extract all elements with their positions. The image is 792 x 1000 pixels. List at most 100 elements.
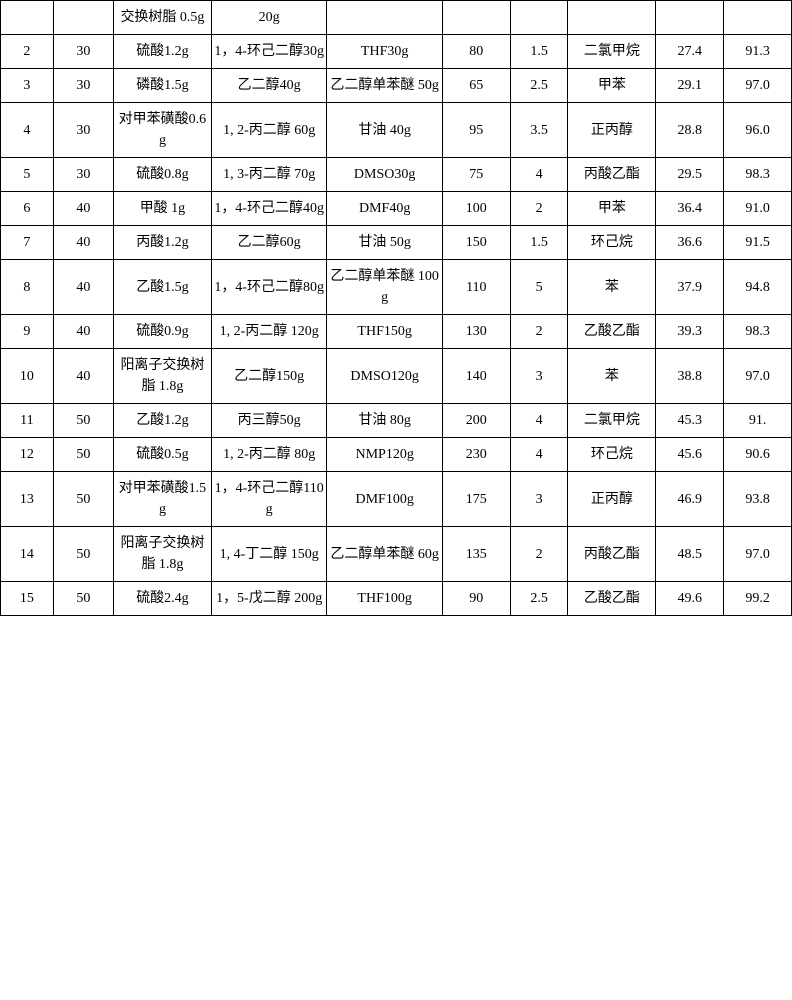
table-cell: 甘油 40g — [327, 103, 443, 158]
table-row: 530硫酸0.8g1, 3-丙二醇 70gDMSO30g754丙酸乙酯29.59… — [1, 158, 792, 192]
table-cell: 1.5 — [510, 226, 568, 260]
table-cell: 20g — [211, 1, 327, 35]
table-cell: DMF100g — [327, 472, 443, 527]
table-cell: 98.3 — [724, 315, 792, 349]
table-cell: 95 — [442, 103, 510, 158]
table-cell: 135 — [442, 527, 510, 582]
table-cell: 甘油 80g — [327, 404, 443, 438]
table-cell: 50 — [53, 582, 113, 616]
table-cell: 29.5 — [656, 158, 724, 192]
table-cell: 38.8 — [656, 349, 724, 404]
table-cell: 对甲苯磺酸0.6g — [113, 103, 211, 158]
table-cell: 37.9 — [656, 260, 724, 315]
table-cell: 乙二醇40g — [211, 69, 327, 103]
table-cell: 乙酸1.2g — [113, 404, 211, 438]
table-cell: 4 — [1, 103, 54, 158]
table-cell: 3 — [510, 349, 568, 404]
table-cell: 4 — [510, 158, 568, 192]
table-cell: 29.1 — [656, 69, 724, 103]
table-cell: 乙二醇60g — [211, 226, 327, 260]
table-cell: 4 — [510, 438, 568, 472]
table-cell: 90 — [442, 582, 510, 616]
table-cell: 乙酸乙酯 — [568, 315, 656, 349]
table-cell: 阳离子交换树脂 1.8g — [113, 527, 211, 582]
table-cell: 110 — [442, 260, 510, 315]
table-cell — [327, 1, 443, 35]
table-cell: 乙二醇150g — [211, 349, 327, 404]
table-cell: 1, 2-丙二醇 120g — [211, 315, 327, 349]
table-cell: 1，4-环己二醇30g — [211, 35, 327, 69]
page-container: 交换树脂 0.5g20g230硫酸1.2g1，4-环己二醇30gTHF30g80… — [0, 0, 792, 616]
table-cell: 39.3 — [656, 315, 724, 349]
table-cell: 乙酸1.5g — [113, 260, 211, 315]
table-cell: 40 — [53, 349, 113, 404]
table-cell: 2 — [510, 527, 568, 582]
table-cell: 11 — [1, 404, 54, 438]
table-cell: 5 — [510, 260, 568, 315]
table-cell: 130 — [442, 315, 510, 349]
table-row: 1450阳离子交换树脂 1.8g1, 4-丁二醇 150g乙二醇单苯醚 60g1… — [1, 527, 792, 582]
table-cell: 91.5 — [724, 226, 792, 260]
table-cell: DMSO120g — [327, 349, 443, 404]
table-cell: 14 — [1, 527, 54, 582]
table-cell: 苯 — [568, 260, 656, 315]
table-cell: 1，5-戊二醇 200g — [211, 582, 327, 616]
table-cell: 9 — [1, 315, 54, 349]
table-row: 1250硫酸0.5g1, 2-丙二醇 80gNMP120g2304环己烷45.6… — [1, 438, 792, 472]
table-cell: 200 — [442, 404, 510, 438]
table-cell: 乙酸乙酯 — [568, 582, 656, 616]
table-row: 1350对甲苯磺酸1.5g1，4-环己二醇110gDMF100g1753正丙醇4… — [1, 472, 792, 527]
table-cell: 1.5 — [510, 35, 568, 69]
table-cell: 对甲苯磺酸1.5g — [113, 472, 211, 527]
table-cell: 2 — [510, 192, 568, 226]
table-cell: 磷酸1.5g — [113, 69, 211, 103]
table-cell: 1，4-环己二醇80g — [211, 260, 327, 315]
table-cell: 甲酸 1g — [113, 192, 211, 226]
table-cell: 30 — [53, 35, 113, 69]
table-cell: 98.3 — [724, 158, 792, 192]
table-cell: 丙酸乙酯 — [568, 158, 656, 192]
table-cell: 94.8 — [724, 260, 792, 315]
table-cell: THF100g — [327, 582, 443, 616]
table-row: 640甲酸 1g1，4-环己二醇40gDMF40g1002甲苯36.491.0 — [1, 192, 792, 226]
table-cell: DMF40g — [327, 192, 443, 226]
table-cell: 硫酸0.5g — [113, 438, 211, 472]
table-cell: 93.8 — [724, 472, 792, 527]
table-cell: 48.5 — [656, 527, 724, 582]
table-cell: 91.3 — [724, 35, 792, 69]
table-cell: 3 — [1, 69, 54, 103]
table-cell: NMP120g — [327, 438, 443, 472]
table-cell — [724, 1, 792, 35]
table-cell: 硫酸0.8g — [113, 158, 211, 192]
table-cell: 150 — [442, 226, 510, 260]
table-cell: 96.0 — [724, 103, 792, 158]
table-cell: 40 — [53, 260, 113, 315]
table-row: 1550硫酸2.4g1，5-戊二醇 200gTHF100g902.5乙酸乙酯49… — [1, 582, 792, 616]
table-cell: 40 — [53, 192, 113, 226]
table-cell: 阳离子交换树脂 1.8g — [113, 349, 211, 404]
table-row: 740丙酸1.2g乙二醇60g甘油 50g1501.5环己烷36.691.5 — [1, 226, 792, 260]
table-cell: 2 — [1, 35, 54, 69]
table-cell: 10 — [1, 349, 54, 404]
table-cell — [568, 1, 656, 35]
table-cell: 2.5 — [510, 582, 568, 616]
table-cell: 3.5 — [510, 103, 568, 158]
table-row: 交换树脂 0.5g20g — [1, 1, 792, 35]
table-cell: 1, 3-丙二醇 70g — [211, 158, 327, 192]
table-cell: 1, 2-丙二醇 60g — [211, 103, 327, 158]
table-cell — [1, 1, 54, 35]
table-cell: 12 — [1, 438, 54, 472]
table-cell: 27.4 — [656, 35, 724, 69]
table-body: 交换树脂 0.5g20g230硫酸1.2g1，4-环己二醇30gTHF30g80… — [1, 1, 792, 616]
table-cell: 36.6 — [656, 226, 724, 260]
table-cell: THF30g — [327, 35, 443, 69]
table-cell: 46.9 — [656, 472, 724, 527]
table-cell: 硫酸2.4g — [113, 582, 211, 616]
table-cell: 苯 — [568, 349, 656, 404]
table-cell: DMSO30g — [327, 158, 443, 192]
table-cell: 2 — [510, 315, 568, 349]
table-cell: 30 — [53, 69, 113, 103]
table-cell: 1，4-环己二醇110g — [211, 472, 327, 527]
table-cell: 甲苯 — [568, 69, 656, 103]
table-cell: 丙三醇50g — [211, 404, 327, 438]
